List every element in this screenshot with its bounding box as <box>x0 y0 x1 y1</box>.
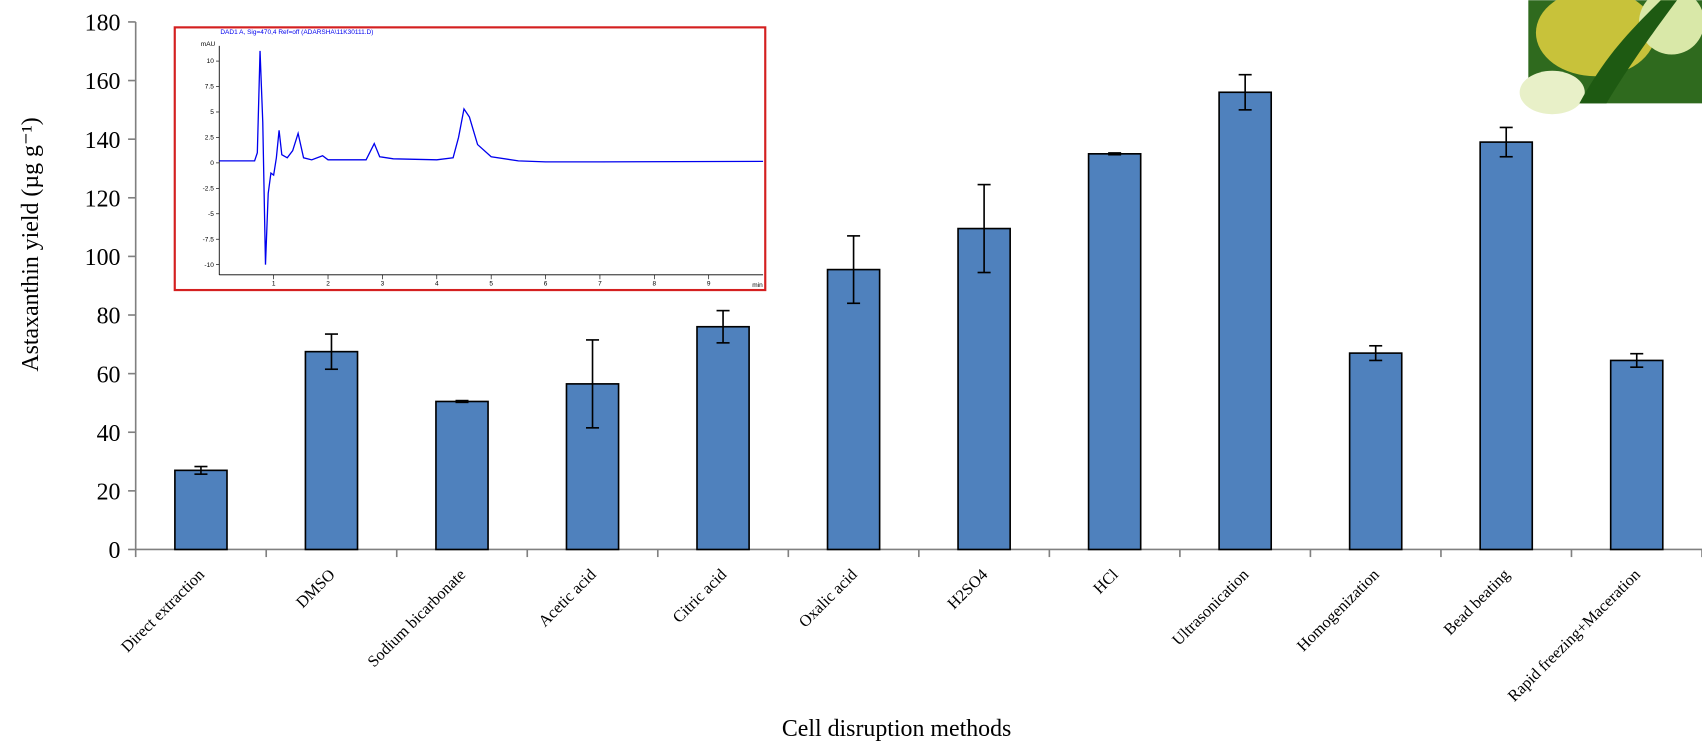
x-tick-label: Oxalic acid <box>795 565 861 631</box>
inset-y-tick-label: 2.5 <box>205 135 214 142</box>
inset-x-tick-label: 6 <box>544 281 548 288</box>
error-bar <box>716 309 730 344</box>
x-tick-label: Direct extraction <box>117 565 208 656</box>
inset-x-tick-label: 3 <box>381 281 385 288</box>
error-bar <box>586 339 600 429</box>
y-tick-label: 120 <box>85 186 121 212</box>
photo-shape <box>1579 0 1678 104</box>
inset-chart: DAD1 A, Sig=470,4 Ref=off (ADARSHA\11K30… <box>173 26 767 292</box>
error-bar <box>1108 152 1122 156</box>
bar <box>1609 359 1664 551</box>
bar <box>174 469 228 551</box>
inset-x-tick-label: 7 <box>598 281 602 288</box>
x-tick-label: Homogenization <box>1293 565 1383 655</box>
inset-y-tick-label: -5 <box>208 211 214 218</box>
bar <box>826 268 881 551</box>
x-tick-label: Bead beating <box>1440 565 1514 639</box>
inset-y-tick-label: 7.5 <box>205 84 214 91</box>
inset-y-tick-label: -10 <box>204 262 214 269</box>
bar <box>565 383 620 551</box>
bar <box>957 227 1011 551</box>
error-bar <box>847 235 861 305</box>
bar <box>435 400 489 551</box>
inset-frame <box>173 26 767 292</box>
x-tick-label: DMSO <box>292 565 339 612</box>
error-bar <box>455 399 469 404</box>
inset-x-tick-label: 1 <box>272 281 276 288</box>
inset-x-tick-label: 2 <box>326 281 330 288</box>
inset-y-tick-label: -7.5 <box>203 236 215 243</box>
x-axis-title: Cell disruption methods <box>782 716 1011 742</box>
inset-y-tick-label: 0 <box>210 160 214 167</box>
inset-line <box>219 50 764 265</box>
x-tick-label: Sodium bicarbonate <box>363 565 469 671</box>
y-axis-title: Astaxanthin yield (µg g⁻¹) <box>18 117 44 371</box>
photo-shape <box>1519 70 1585 115</box>
x-tick-label: Ultrasonication <box>1168 565 1252 649</box>
bar <box>304 350 359 551</box>
inset-x-tick-label: 4 <box>435 281 439 288</box>
inset-y-tick-label: 5 <box>210 109 214 116</box>
inset-x-title: min <box>752 282 763 289</box>
bar <box>1348 352 1403 551</box>
x-tick-label: Acetic acid <box>534 565 599 630</box>
error-bar <box>977 183 991 274</box>
inset-x-tick-label: 5 <box>489 281 493 288</box>
y-tick-label: 160 <box>85 69 121 95</box>
error-bar <box>1238 73 1252 111</box>
x-tick-label: H2SO4 <box>943 565 991 613</box>
inset-y-title: mAU <box>201 41 216 48</box>
error-bar <box>1499 126 1513 158</box>
y-tick-label: 0 <box>109 538 121 564</box>
bar <box>1479 141 1534 551</box>
bar <box>1087 153 1142 551</box>
y-tick-label: 40 <box>97 421 121 447</box>
x-tick-label: HCl <box>1089 565 1122 598</box>
inset-x-tick-label: 9 <box>707 281 711 288</box>
y-tick-label: 140 <box>85 128 121 154</box>
y-tick-label: 80 <box>97 304 121 330</box>
error-bar <box>1369 344 1383 362</box>
inset-x-tick-label: 8 <box>653 281 657 288</box>
y-tick-label: 100 <box>85 245 121 271</box>
inset-y-tick-label: -2.5 <box>203 185 215 192</box>
error-bar <box>324 333 338 371</box>
bar <box>1218 91 1273 551</box>
x-tick-label: Rapid freezing+Maceration <box>1504 565 1644 705</box>
inset-y-tick-label: 10 <box>207 58 215 65</box>
y-tick-label: 20 <box>97 480 121 506</box>
y-tick-label: 180 <box>85 11 121 37</box>
error-bar <box>1630 352 1644 368</box>
inset-title: DAD1 A, Sig=470,4 Ref=off (ADARSHA\11K30… <box>220 29 373 36</box>
photo <box>1519 0 1702 115</box>
y-tick-label: 60 <box>97 362 121 388</box>
x-tick-label: Citric acid <box>669 565 731 627</box>
bar <box>696 325 750 551</box>
error-bar <box>194 465 208 475</box>
